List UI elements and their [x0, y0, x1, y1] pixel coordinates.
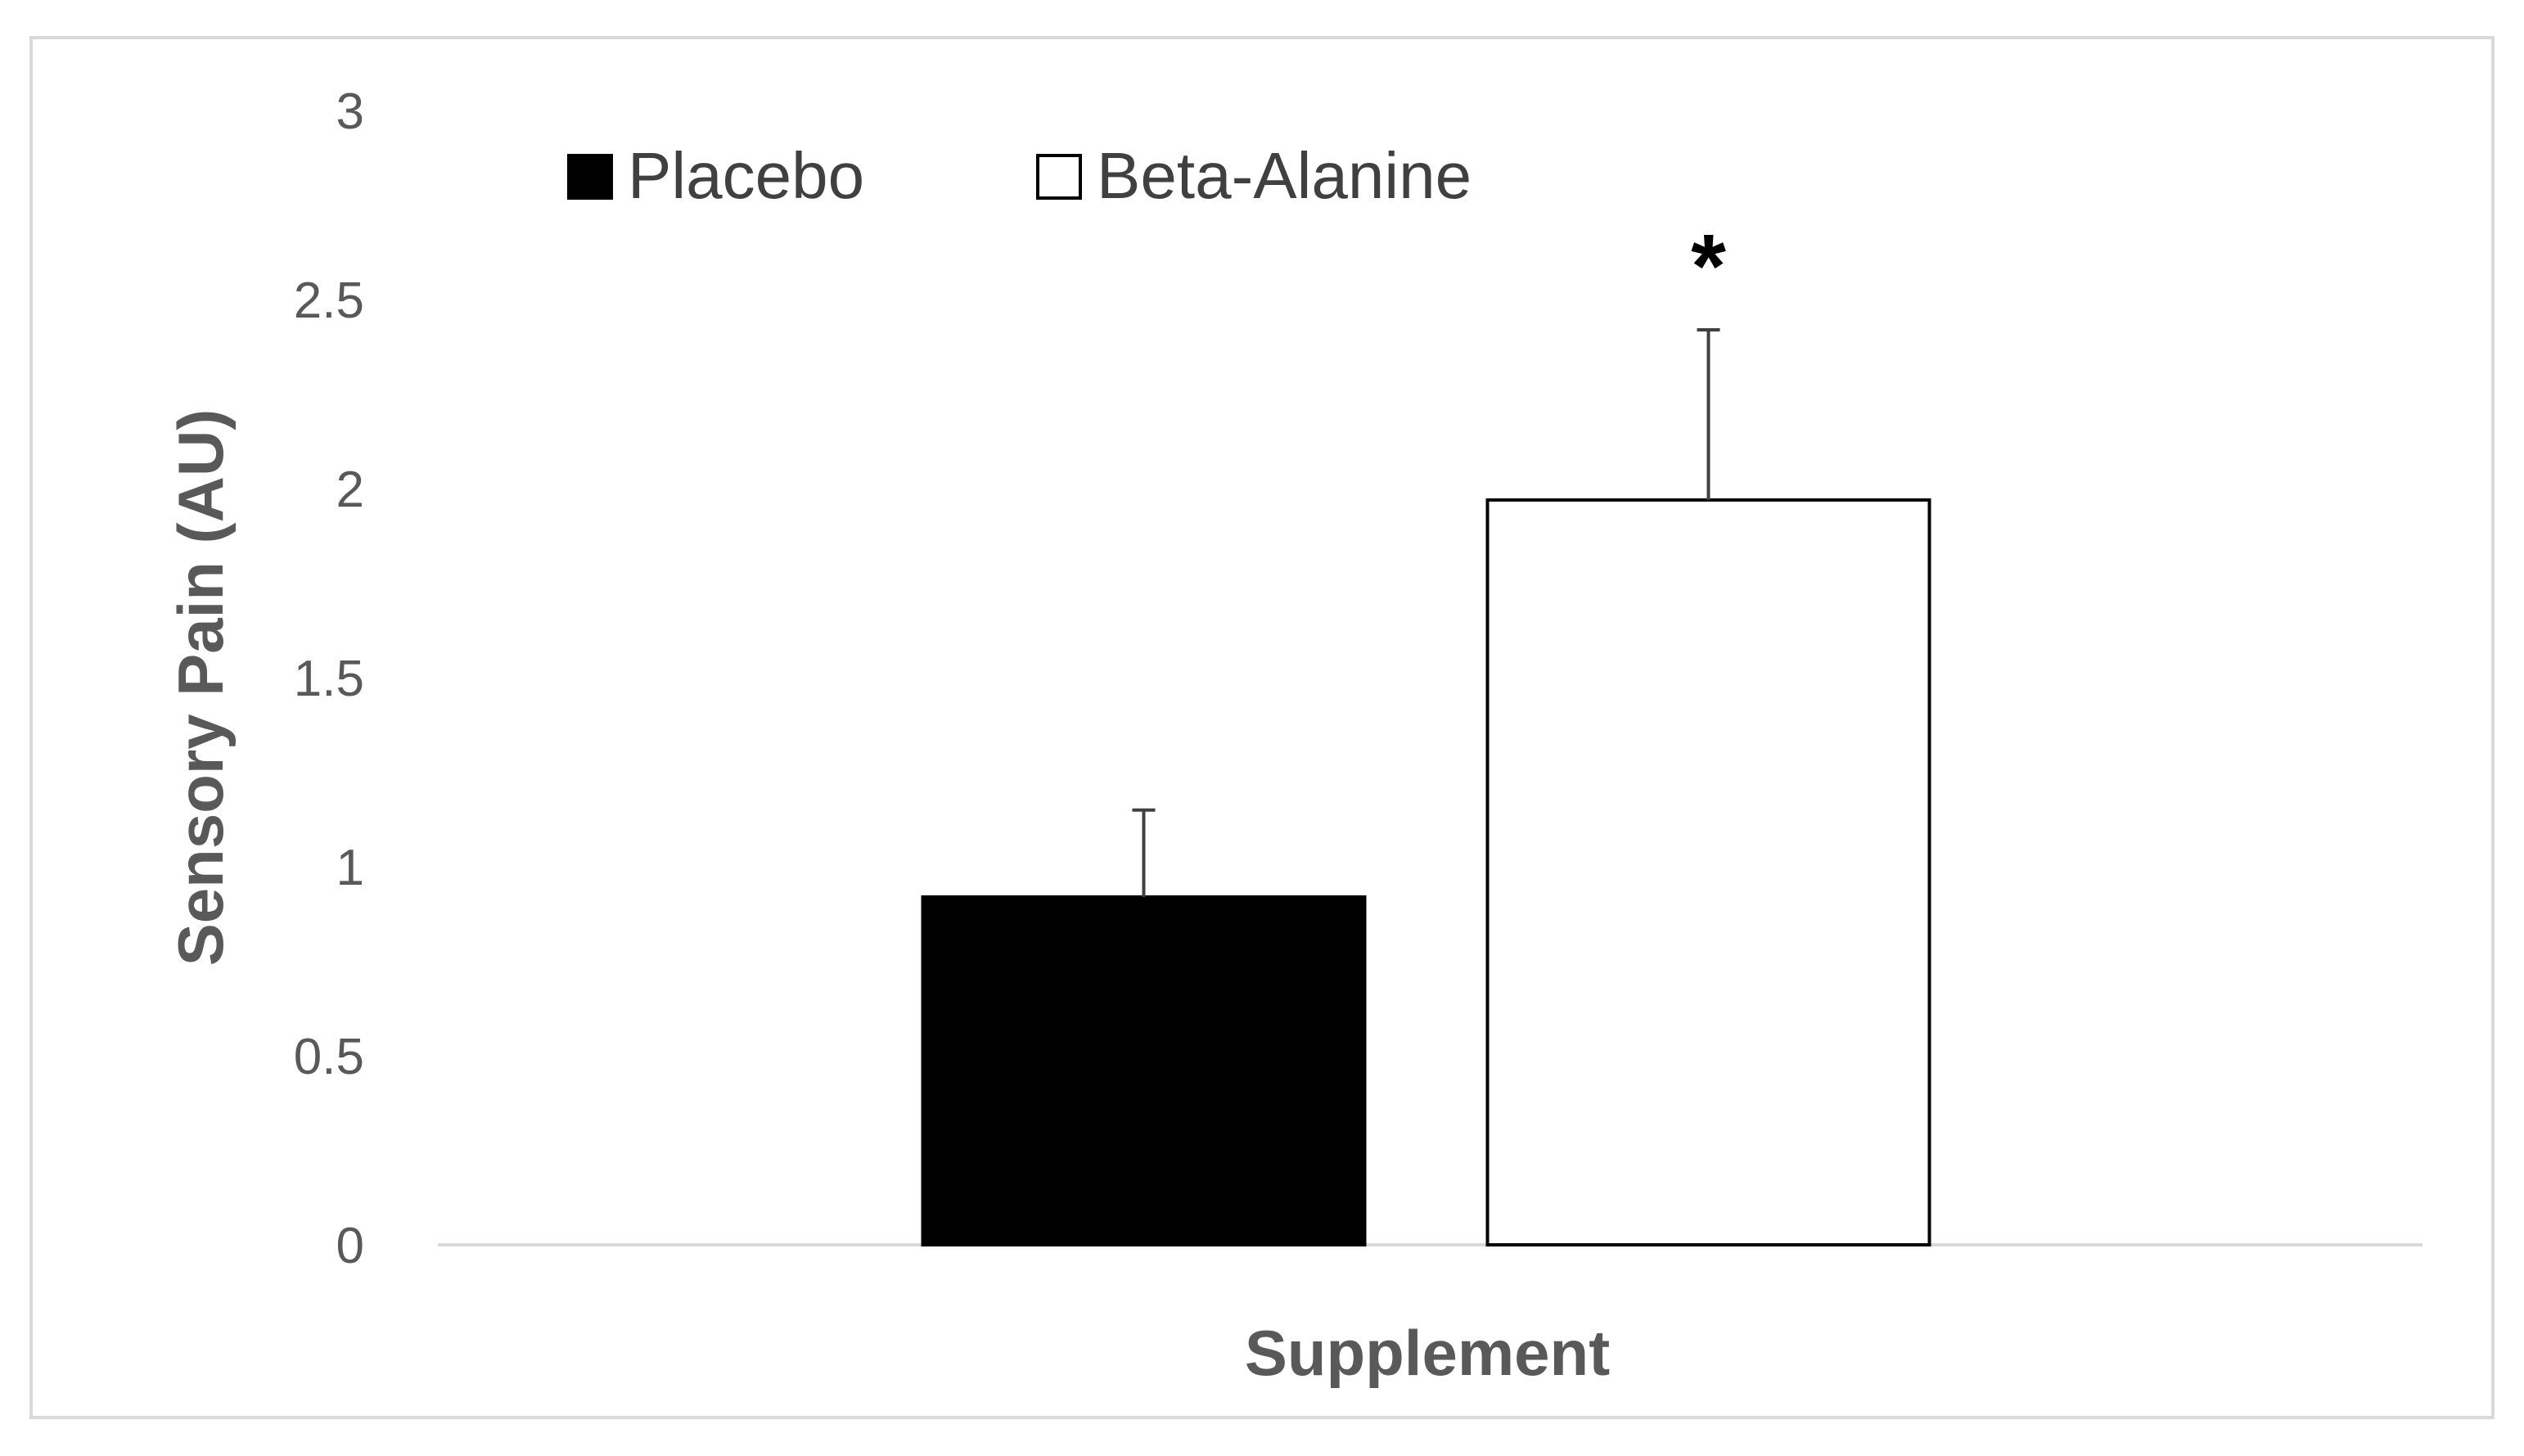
bar-beta-alanine — [1485, 498, 1931, 1246]
y-tick-label: 2 — [336, 462, 364, 518]
y-tick-label: 1 — [336, 840, 364, 896]
y-tick-label: 0.5 — [294, 1029, 364, 1085]
y-axis-ticks: 0 0.5 1 1.5 2 2.5 3 — [294, 83, 364, 1274]
bars — [921, 498, 1931, 1246]
legend-swatch — [1036, 154, 1082, 200]
legend-swatch — [567, 154, 613, 200]
x-axis-title: Supplement — [1245, 1317, 1610, 1389]
legend-label: Placebo — [628, 139, 864, 212]
y-tick-label: 2.5 — [294, 273, 364, 329]
bar-placebo — [921, 895, 1367, 1246]
y-tick-label: 0 — [336, 1218, 364, 1274]
y-tick-label: 1.5 — [294, 651, 364, 707]
y-axis-title: Sensory Pain (AU) — [165, 409, 237, 966]
legend: Placebo Beta-Alanine — [567, 139, 1472, 212]
annotations: * — [1691, 216, 1726, 317]
y-tick-label: 3 — [336, 83, 364, 140]
significance-marker: * — [1691, 216, 1726, 317]
legend-label: Beta-Alanine — [1097, 139, 1472, 212]
error-bars — [1132, 327, 1720, 897]
